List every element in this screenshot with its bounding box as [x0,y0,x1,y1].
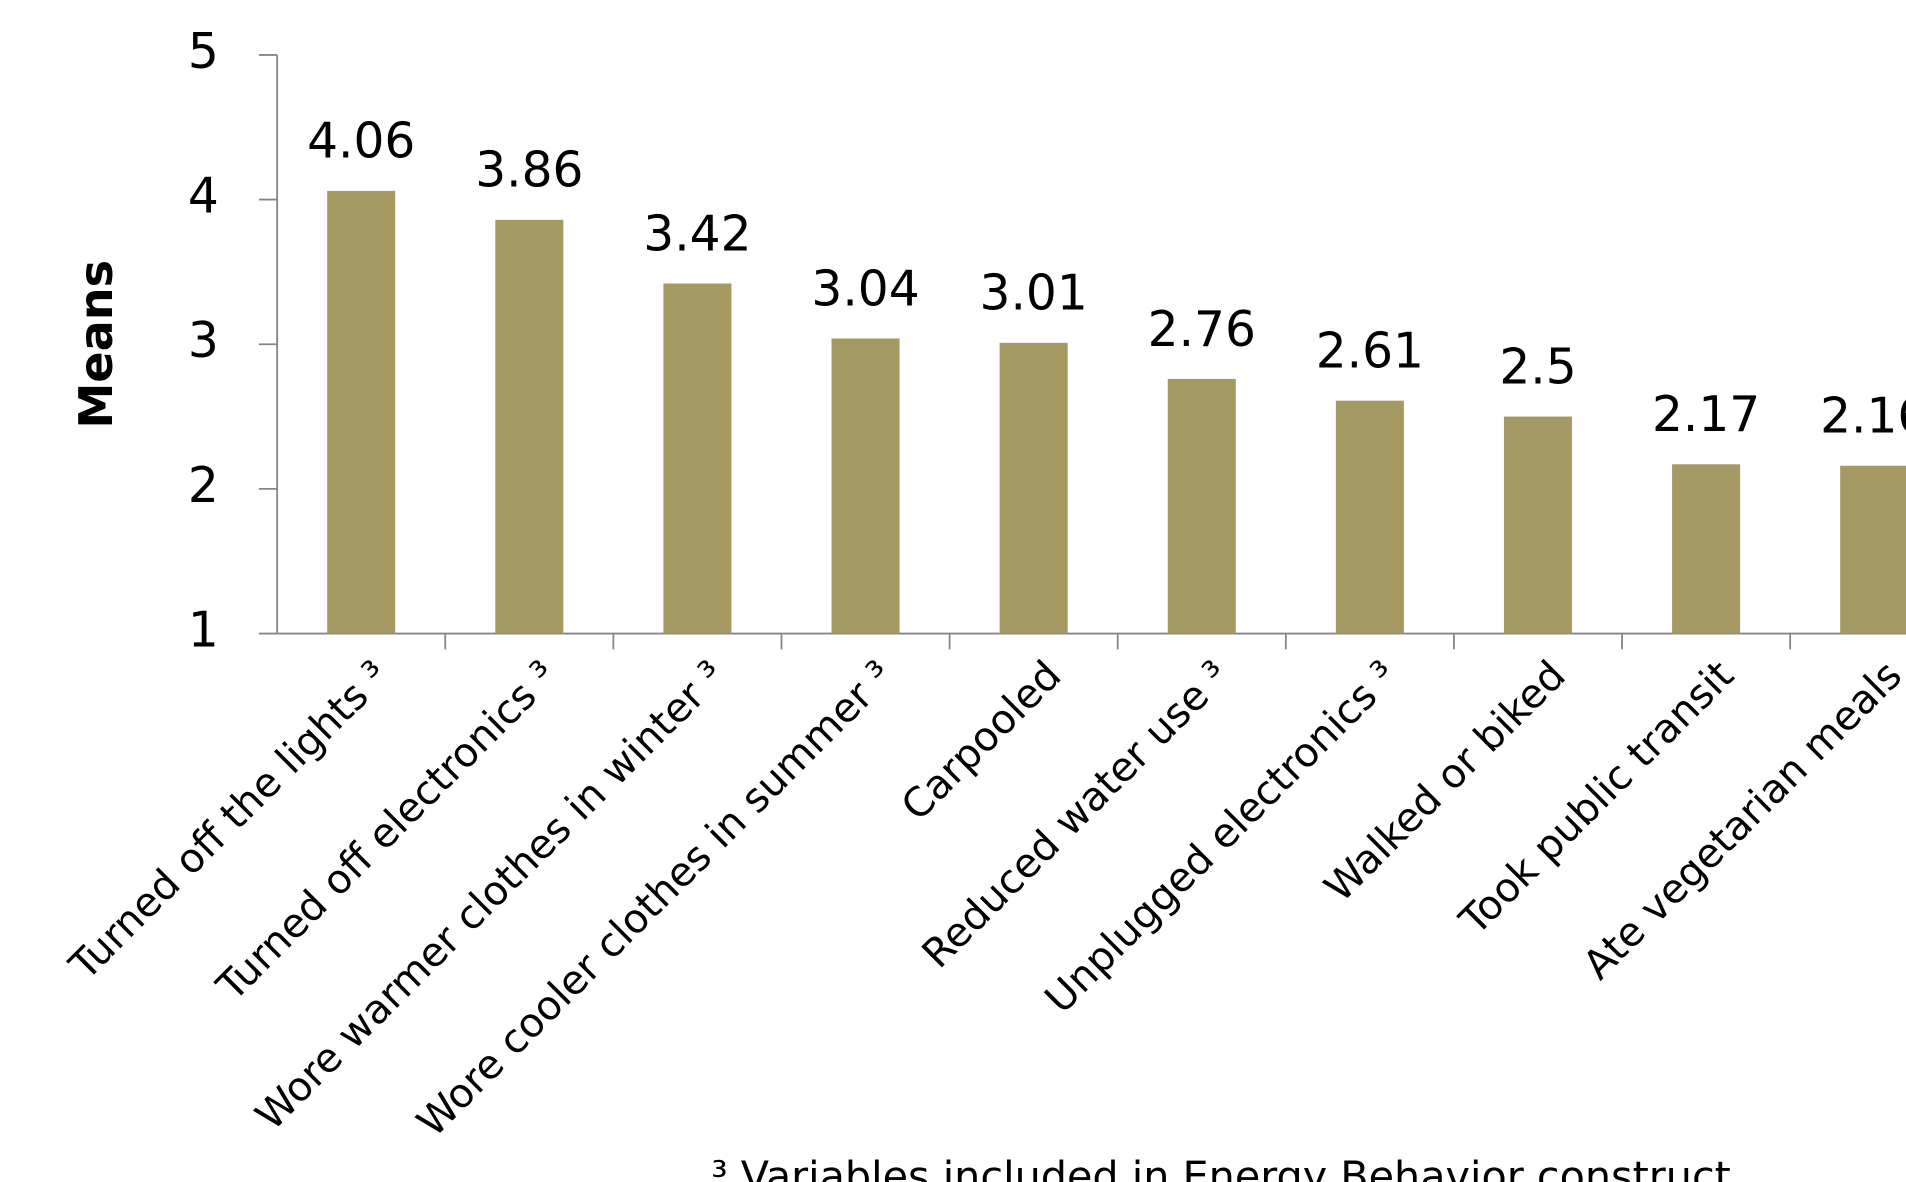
y-tick-label: 1 [188,603,219,659]
bar [1335,400,1404,634]
x-tick-label: Took public transit [1451,652,1743,944]
bar [663,283,732,634]
x-tick-label: Turned off electronics ³ [208,652,566,1010]
data-label: 3.04 [811,261,919,317]
bar [1167,378,1236,634]
bar [831,338,900,634]
x-tick-label: Turned off the lights ³ [61,652,398,989]
y-tick-label: 3 [188,313,219,369]
data-label: 3.01 [980,266,1088,322]
data-label: 2.61 [1316,323,1424,379]
y-tick-label: 2 [188,458,219,514]
y-tick-label: 4 [188,169,219,225]
bar [1503,416,1573,634]
y-tick-label: 5 [188,24,219,80]
data-label: 4.06 [307,114,415,170]
x-tick-label: Ate vegetarian meals [1575,652,1906,988]
x-tick-label: Unplugged electronics ³ [1037,652,1407,1022]
bar [327,190,396,634]
y-axis-label: Means [69,260,123,429]
data-label: 2.76 [1148,302,1256,358]
bar [495,219,564,634]
data-label: 3.42 [643,206,751,262]
x-tick-label: Carpooled [893,652,1070,829]
data-label: 2.5 [1499,339,1576,395]
bar [999,342,1068,634]
x-tick-label: Reduced water use ³ [914,652,1239,977]
data-label: 2.16 [1820,389,1906,445]
bar [1672,464,1741,634]
bar [1840,465,1906,634]
footnote: ³ Variables included in Energy Behavior … [711,1152,1731,1182]
data-label: 2.17 [1652,387,1760,443]
data-label: 3.86 [475,143,583,199]
